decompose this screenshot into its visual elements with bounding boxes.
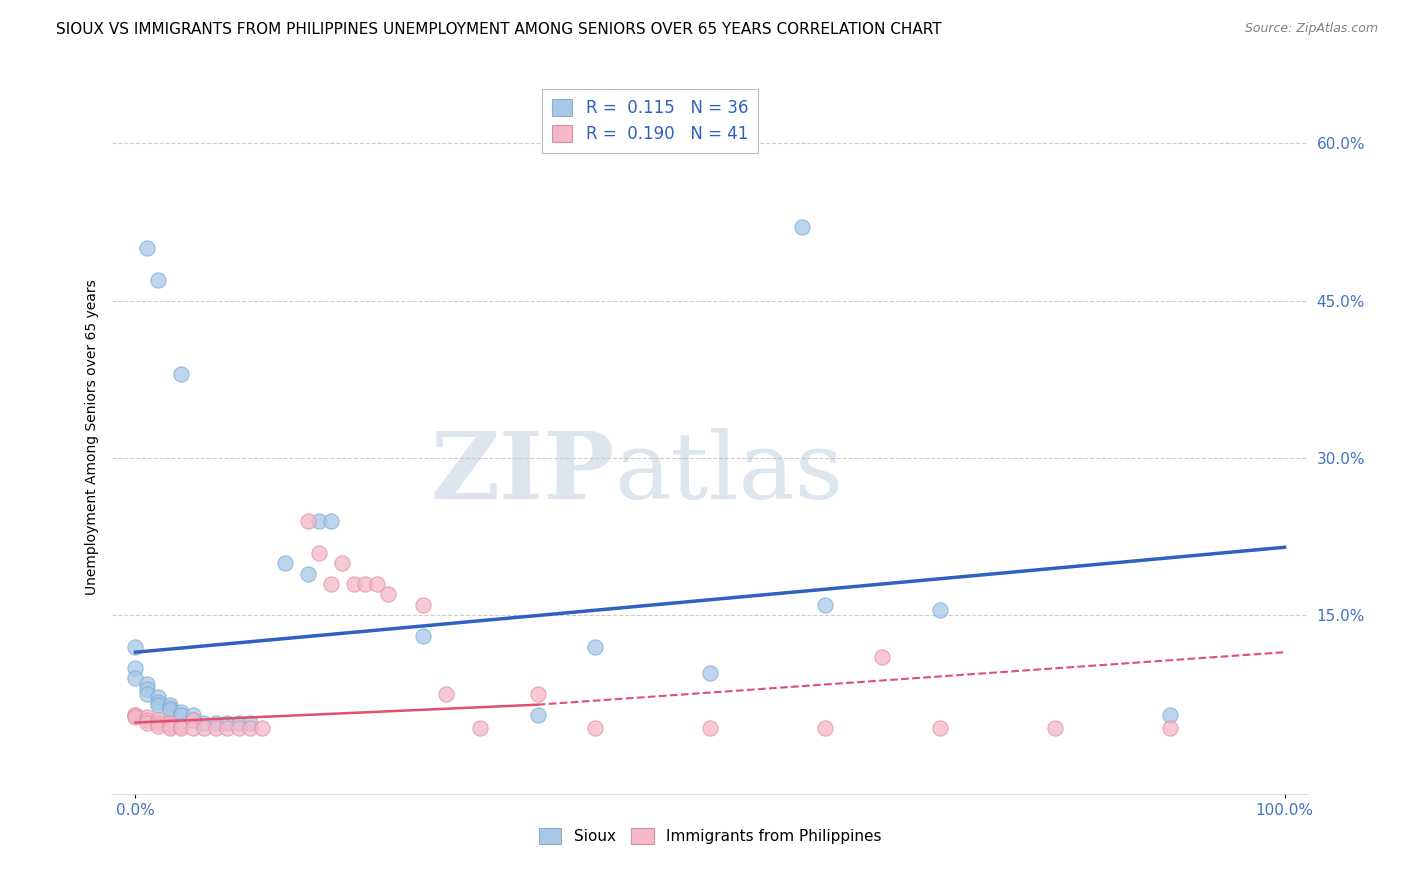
Point: [250, 721, 273, 735]
Point: [159, 721, 181, 735]
Point: [1159, 721, 1181, 735]
Point: [159, 698, 181, 712]
Point: [170, 719, 193, 733]
Point: [148, 715, 170, 730]
Point: [205, 715, 228, 730]
Point: [217, 715, 239, 730]
Point: [366, 577, 388, 591]
Point: [434, 687, 457, 701]
Point: [181, 721, 204, 735]
Point: [228, 715, 250, 730]
Legend: Sioux, Immigrants from Philippines: Sioux, Immigrants from Philippines: [533, 822, 887, 850]
Point: [193, 721, 215, 735]
Point: [205, 721, 228, 735]
Point: [136, 710, 159, 724]
Point: [217, 721, 239, 735]
Point: [181, 708, 204, 723]
Point: [148, 719, 170, 733]
Point: [330, 556, 353, 570]
Point: [526, 708, 548, 723]
Point: [583, 640, 606, 654]
Point: [124, 640, 146, 654]
Text: atlas: atlas: [614, 428, 844, 517]
Point: [308, 514, 330, 528]
Point: [928, 721, 950, 735]
Point: [136, 687, 159, 701]
Point: [124, 672, 146, 686]
Point: [699, 666, 721, 681]
Point: [699, 721, 721, 735]
Point: [124, 661, 146, 675]
Point: [343, 577, 366, 591]
Point: [319, 514, 342, 528]
Point: [228, 721, 250, 735]
Point: [274, 556, 297, 570]
Text: SIOUX VS IMMIGRANTS FROM PHILIPPINES UNEMPLOYMENT AMONG SENIORS OVER 65 YEARS CO: SIOUX VS IMMIGRANTS FROM PHILIPPINES UNE…: [56, 22, 942, 37]
Point: [159, 701, 181, 715]
Point: [928, 603, 950, 617]
Point: [583, 721, 606, 735]
Point: [181, 714, 204, 728]
Point: [872, 650, 894, 665]
Point: [136, 676, 159, 690]
Point: [170, 721, 193, 735]
Point: [170, 708, 193, 723]
Point: [136, 714, 159, 728]
Point: [148, 690, 170, 705]
Point: [193, 715, 215, 730]
Y-axis label: Unemployment Among Seniors over 65 years: Unemployment Among Seniors over 65 years: [84, 279, 98, 595]
Point: [136, 241, 159, 255]
Point: [297, 566, 319, 581]
Point: [1159, 708, 1181, 723]
Point: [319, 577, 342, 591]
Point: [412, 598, 434, 612]
Point: [159, 703, 181, 717]
Point: [181, 714, 204, 728]
Point: [148, 698, 170, 712]
Point: [148, 694, 170, 708]
Text: Source: ZipAtlas.com: Source: ZipAtlas.com: [1244, 22, 1378, 36]
Point: [470, 721, 492, 735]
Point: [308, 545, 330, 559]
Point: [159, 719, 181, 733]
Point: [239, 715, 262, 730]
Point: [159, 715, 181, 730]
Point: [377, 587, 399, 601]
Point: [814, 598, 837, 612]
Point: [297, 514, 319, 528]
Point: [148, 273, 170, 287]
Point: [124, 708, 146, 723]
Point: [124, 710, 146, 724]
Point: [790, 220, 813, 235]
Point: [136, 715, 159, 730]
Point: [412, 630, 434, 644]
Point: [526, 687, 548, 701]
Point: [1043, 721, 1066, 735]
Point: [354, 577, 377, 591]
Point: [239, 721, 262, 735]
Point: [124, 708, 146, 723]
Point: [170, 705, 193, 719]
Point: [148, 714, 170, 728]
Point: [170, 367, 193, 381]
Point: [136, 681, 159, 696]
Point: [814, 721, 837, 735]
Text: ZIP: ZIP: [430, 428, 614, 517]
